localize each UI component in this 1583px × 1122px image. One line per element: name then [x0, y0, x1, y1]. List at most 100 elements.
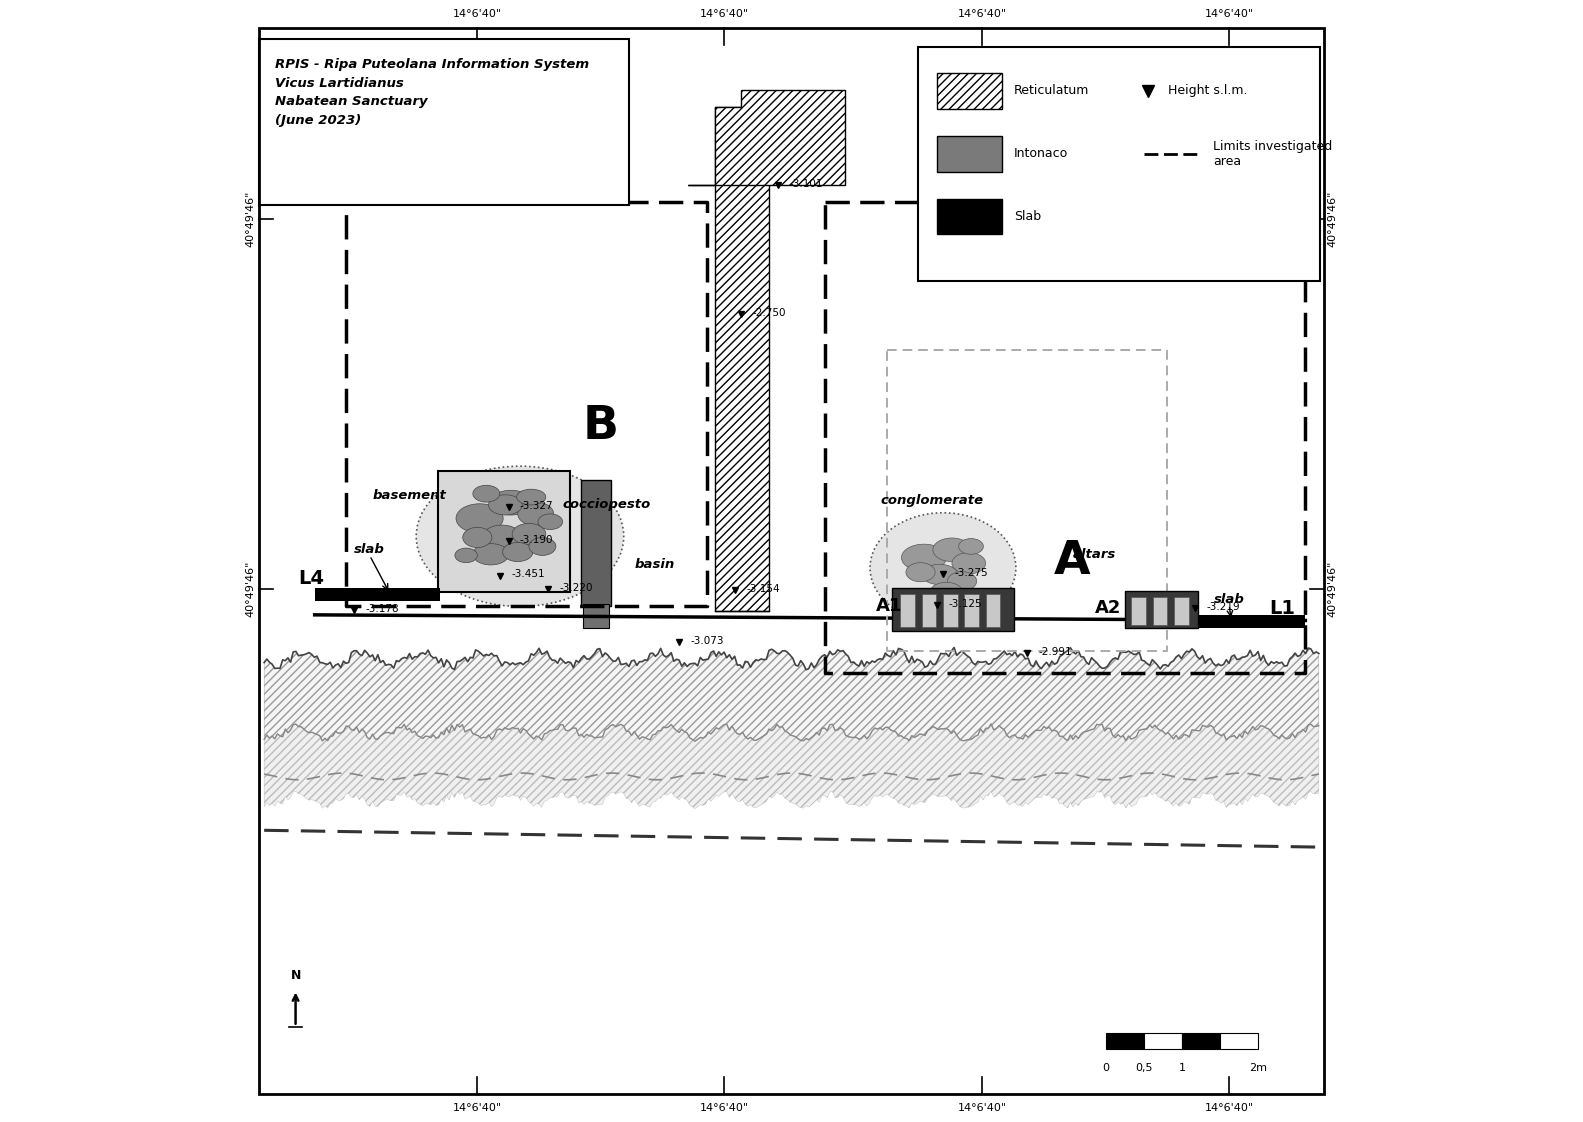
Text: Height s.l.m.: Height s.l.m. [1168, 84, 1247, 98]
Text: 14°6'40": 14°6'40" [958, 1103, 1007, 1113]
Text: -3.190: -3.190 [519, 535, 554, 544]
Text: 2m: 2m [1249, 1063, 1268, 1073]
FancyBboxPatch shape [258, 39, 628, 205]
Ellipse shape [489, 490, 532, 515]
Text: 14°6'40": 14°6'40" [1205, 1103, 1254, 1113]
Text: 0: 0 [1102, 1063, 1110, 1073]
Text: 0,5: 0,5 [1135, 1063, 1152, 1073]
Bar [893, 588, 1013, 631]
Text: A1: A1 [875, 597, 902, 615]
Bar [581, 480, 611, 606]
Text: Reticulatum: Reticulatum [1013, 84, 1089, 98]
Polygon shape [264, 724, 1319, 809]
Bar [1175, 597, 1189, 625]
Ellipse shape [518, 503, 554, 525]
Text: -2.991: -2.991 [1038, 647, 1072, 656]
Text: -3.220: -3.220 [559, 583, 592, 592]
Text: -2.750: -2.750 [752, 309, 785, 318]
Ellipse shape [871, 513, 1016, 623]
Text: 14°6'40": 14°6'40" [700, 1103, 749, 1113]
Ellipse shape [951, 553, 986, 574]
Polygon shape [264, 647, 1319, 742]
Polygon shape [716, 107, 769, 611]
Bar [1105, 1033, 1145, 1049]
Ellipse shape [462, 527, 492, 548]
Text: L1: L1 [1270, 599, 1295, 617]
Ellipse shape [921, 564, 958, 585]
Text: RPIS - Ripa Puteolana Information System
Vicus Lartidianus
Nabatean Sanctuary
(J: RPIS - Ripa Puteolana Information System… [275, 58, 589, 127]
Ellipse shape [901, 544, 947, 571]
Ellipse shape [931, 582, 962, 600]
Text: altars: altars [1073, 548, 1116, 561]
Bar [315, 588, 440, 601]
Bar [1198, 615, 1306, 628]
Ellipse shape [489, 495, 522, 515]
Text: 14°6'40": 14°6'40" [453, 9, 502, 19]
Bar [1132, 597, 1146, 625]
Bar [964, 594, 978, 627]
Text: 14°6'40": 14°6'40" [958, 9, 1007, 19]
Text: 40°49'46": 40°49'46" [245, 191, 256, 247]
Ellipse shape [948, 572, 977, 591]
Text: 40°49'46": 40°49'46" [1327, 561, 1338, 617]
Text: L4: L4 [298, 570, 325, 588]
Text: -3.101: -3.101 [790, 180, 823, 188]
Bar [1220, 1033, 1258, 1049]
Text: -3.219: -3.219 [1206, 603, 1239, 611]
Ellipse shape [416, 467, 624, 606]
Bar [937, 73, 1002, 109]
Polygon shape [689, 90, 845, 185]
Text: -3.275: -3.275 [955, 569, 988, 578]
Ellipse shape [905, 563, 936, 582]
Text: 40°49'46": 40°49'46" [1327, 191, 1338, 247]
Bar [1152, 597, 1167, 625]
Text: 14°6'40": 14°6'40" [1205, 9, 1254, 19]
Text: N: N [290, 968, 301, 982]
FancyBboxPatch shape [918, 47, 1320, 280]
Text: -3.154: -3.154 [747, 585, 780, 594]
Bar [438, 471, 570, 592]
Text: Limits investigated
area: Limits investigated area [1214, 140, 1333, 167]
Text: slab: slab [355, 543, 385, 557]
Ellipse shape [959, 539, 983, 554]
Text: basement: basement [374, 489, 446, 503]
Ellipse shape [932, 539, 970, 561]
Ellipse shape [473, 485, 500, 503]
Text: -3.451: -3.451 [511, 570, 545, 579]
Text: Slab: Slab [1013, 210, 1040, 223]
Bar [937, 199, 1002, 234]
Ellipse shape [456, 504, 503, 533]
Text: -3.125: -3.125 [948, 599, 981, 608]
Text: cocciopesto: cocciopesto [562, 498, 651, 512]
Text: -3.073: -3.073 [690, 636, 723, 645]
Bar [1183, 1033, 1220, 1049]
Ellipse shape [513, 523, 546, 545]
Bar [943, 594, 958, 627]
Text: B: B [583, 404, 619, 449]
Text: Intonaco: Intonaco [1013, 147, 1069, 160]
Ellipse shape [516, 489, 546, 505]
Ellipse shape [454, 549, 478, 563]
Bar [583, 604, 608, 628]
Text: -3.178: -3.178 [366, 605, 399, 614]
Text: -3.327: -3.327 [519, 502, 554, 511]
Bar [921, 594, 936, 627]
Ellipse shape [502, 543, 533, 562]
Ellipse shape [473, 544, 508, 565]
Text: A: A [1054, 539, 1091, 583]
Text: 40°49'46": 40°49'46" [245, 561, 256, 617]
Text: 1: 1 [1178, 1063, 1186, 1073]
Bar [986, 594, 1000, 627]
Bar [1145, 1033, 1183, 1049]
Text: conglomerate: conglomerate [880, 494, 983, 507]
Text: 14°6'40": 14°6'40" [453, 1103, 502, 1113]
Text: basin: basin [635, 558, 674, 571]
Text: A2: A2 [1095, 599, 1121, 617]
Ellipse shape [538, 514, 562, 530]
Bar [901, 594, 915, 627]
Ellipse shape [483, 525, 521, 548]
Text: slab: slab [1214, 592, 1244, 606]
Ellipse shape [529, 537, 556, 555]
Bar [1126, 591, 1198, 628]
Bar [937, 136, 1002, 172]
